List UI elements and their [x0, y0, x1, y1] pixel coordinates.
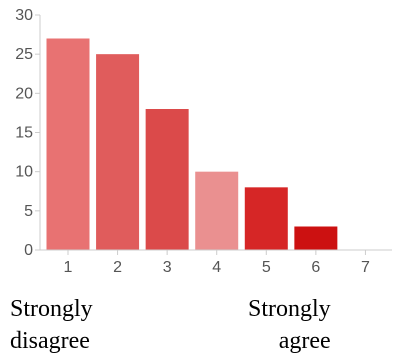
y-tick-label: 0	[24, 242, 33, 259]
bar-5	[244, 187, 288, 250]
scale-label-strongly-agree: Strongly agree	[248, 293, 331, 357]
y-tick-label: 20	[15, 85, 33, 102]
scale-label-right-line-1: Strongly	[248, 296, 331, 322]
x-tick-label: 2	[113, 259, 122, 276]
y-tick-label: 15	[15, 125, 33, 142]
x-tick-label: 5	[262, 259, 271, 276]
bar-4	[195, 171, 239, 250]
scale-label-strongly-disagree: Strongly disagree	[10, 293, 93, 357]
y-tick-label: 25	[15, 46, 33, 63]
x-tick-label: 7	[361, 259, 370, 276]
x-tick-label: 6	[311, 259, 320, 276]
x-tick-label: 4	[212, 259, 221, 276]
bar-2	[96, 54, 140, 250]
bar-1	[46, 38, 90, 250]
y-tick-label: 5	[24, 203, 33, 220]
x-tick-label: 1	[64, 259, 73, 276]
y-tick-label: 30	[15, 7, 33, 24]
y-tick-label: 10	[15, 164, 33, 181]
scale-label-left-line-1: Strongly	[10, 296, 93, 322]
bar-3	[145, 109, 189, 250]
x-tick-label: 3	[163, 259, 172, 276]
bar-6	[294, 226, 338, 250]
bar-chart: 0 5 10 15 20 25 30 1 2 3 4 5 6 7	[15, 7, 392, 276]
scale-label-right-line-2: agree	[278, 328, 331, 354]
scale-label-left-line-2: disagree	[10, 328, 90, 354]
